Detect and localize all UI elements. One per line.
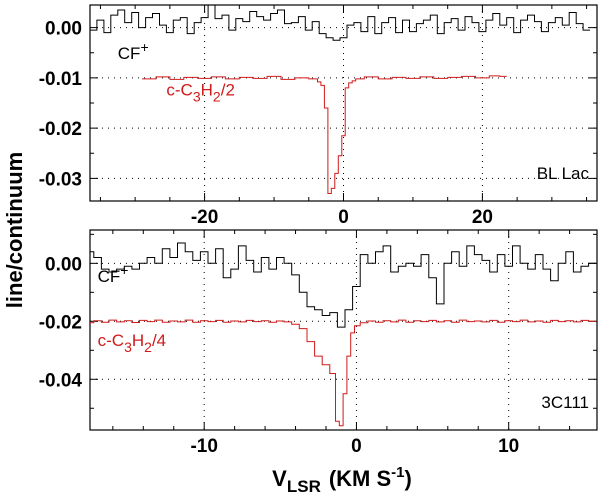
label-sup: + [140,39,148,55]
y-tick-label: -0.01 [39,69,83,90]
label-text: c-C [166,80,192,99]
x-axis-label-units: (KM S [329,466,391,491]
x-tick-label: 0 [338,207,349,228]
top-panel: -20 0 20 0.00 -0.01 -0.02 -0.03 CF+ c-C3H2/2 BL L… [39,4,598,228]
label-tail: /4 [152,331,166,350]
y-tick-label: -0.02 [39,119,82,140]
source-label: BL Lac [537,164,590,183]
ccch-spectrum [90,319,597,427]
y-tick-label: -0.04 [39,370,83,391]
label-text: CF [118,44,141,63]
x-tick-label: 10 [498,436,519,457]
cf-plus-spectrum [90,4,591,41]
x-tick-label: -10 [190,436,217,457]
label-sub: 3 [124,339,132,355]
x-tick-label: 20 [472,207,493,228]
x-tick-label: -20 [191,207,218,228]
source-label: 3C111 [541,393,589,412]
ccch-spectrum [142,75,507,194]
x-axis-label-sub: LSR [287,477,321,495]
x-axis-label: VLSR (KM S-1) [272,464,412,495]
label-mid: H [201,80,213,99]
label-sub: 3 [193,88,201,104]
y-tick-label: 0.00 [45,19,82,40]
label-sub: 2 [213,88,221,104]
cf-plus-spectrum [90,242,597,328]
x-axis-label-main: V [272,466,287,491]
y-tick-label: -0.03 [39,169,82,190]
y-axis-label: line/continuum [2,152,27,308]
plot-frame [89,4,598,202]
y-tick-label: -0.02 [39,312,82,333]
label-sup: + [120,262,128,278]
label-sub: 2 [144,339,152,355]
bottom-panel: -10 0 10 0.00 -0.02 -0.04 CF+ c-C3H2/4 3C111 [39,229,598,457]
label-text: c-C [98,331,124,350]
label-mid: H [132,331,144,350]
plot-frame [89,229,598,431]
y-tick-label: 0.00 [45,254,82,275]
cf-plus-label: CF+ [98,262,129,286]
x-axis-label-close: ) [405,466,412,491]
label-text: CF [98,267,121,286]
label-tail: /2 [221,80,235,99]
ccch-label: c-C3H2/4 [98,331,167,355]
x-axis-label-sup: -1 [391,464,404,481]
ccch-label: c-C3H2/2 [166,80,235,104]
x-tick-label: 0 [351,436,362,457]
cf-plus-label: CF+ [118,39,149,63]
